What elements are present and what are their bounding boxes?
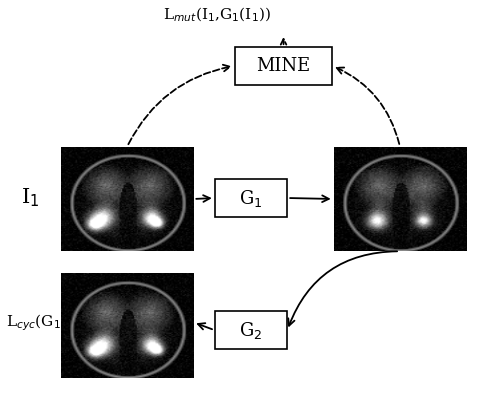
FancyBboxPatch shape <box>234 47 332 85</box>
FancyBboxPatch shape <box>214 311 287 349</box>
Text: L$_{mut}$(I$_1$,G$_1$(I$_1$)): L$_{mut}$(I$_1$,G$_1$(I$_1$)) <box>163 5 271 24</box>
Text: G$_2$: G$_2$ <box>239 320 262 341</box>
FancyBboxPatch shape <box>214 179 287 217</box>
Text: G$_1$: G$_1$ <box>239 187 262 209</box>
Text: I$_1$: I$_1$ <box>21 187 39 209</box>
Text: L$_{cyc}$(G$_1$,G$_2$): L$_{cyc}$(G$_1$,G$_2$) <box>6 312 91 333</box>
Text: MINE: MINE <box>256 57 310 75</box>
